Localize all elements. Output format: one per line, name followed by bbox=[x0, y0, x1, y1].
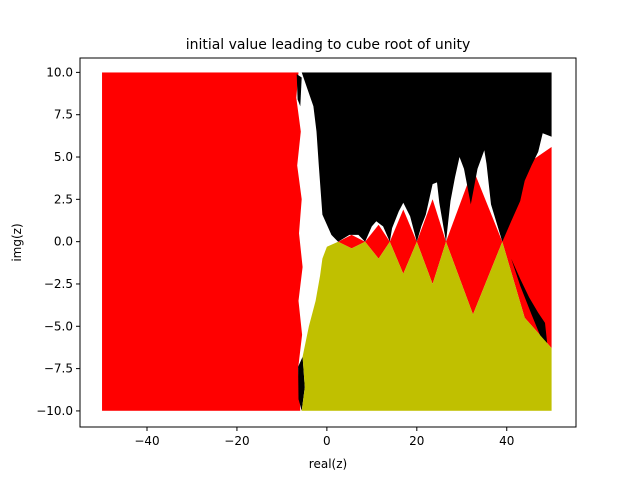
x-tick-label: −20 bbox=[224, 434, 249, 448]
y-tick-label: 10.0 bbox=[46, 65, 73, 79]
basin-region-0-2 bbox=[365, 224, 390, 259]
y-tick-label: 5.0 bbox=[54, 150, 73, 164]
x-tick-label: 40 bbox=[499, 434, 514, 448]
x-tick-label: 20 bbox=[409, 434, 424, 448]
basin-region-1-0 bbox=[301, 72, 552, 242]
y-tick-label: −2.5 bbox=[44, 277, 73, 291]
basin-region-0-6 bbox=[502, 146, 552, 349]
x-tick-label: 0 bbox=[323, 434, 331, 448]
basin-region-1-5 bbox=[296, 74, 302, 107]
plot-frame bbox=[79, 57, 577, 428]
chart-title: initial value leading to cube root of un… bbox=[186, 37, 471, 53]
basin-regions bbox=[102, 72, 552, 411]
basin-region-1-1 bbox=[511, 258, 548, 344]
y-tick-label: 0.0 bbox=[54, 235, 73, 249]
basin-region-0-3 bbox=[389, 209, 417, 274]
x-tick-label: −40 bbox=[134, 434, 159, 448]
basin-region-2-0 bbox=[301, 241, 552, 411]
y-axis-ticks: −10.0 −7.5 −5.0 −2.5 0.0 2.5 5.0 7.5 10.0 bbox=[36, 65, 80, 418]
y-tick-label: −7.5 bbox=[44, 362, 73, 376]
x-axis-label: real(z) bbox=[309, 457, 347, 471]
basin-region-0-0 bbox=[102, 72, 303, 411]
y-tick-label: 2.5 bbox=[54, 192, 73, 206]
y-tick-label: −10.0 bbox=[36, 404, 73, 418]
basin-region-0-5 bbox=[446, 168, 503, 315]
y-tick-label: 7.5 bbox=[54, 108, 73, 122]
basin-region-0-4 bbox=[416, 199, 446, 284]
basin-region-0-1 bbox=[338, 234, 366, 249]
basin-region-1-4 bbox=[298, 356, 305, 411]
y-tick-label: −5.0 bbox=[44, 319, 73, 333]
y-axis-label: img(z) bbox=[10, 223, 24, 261]
x-axis-ticks: −40 −20 0 20 40 bbox=[134, 427, 514, 448]
